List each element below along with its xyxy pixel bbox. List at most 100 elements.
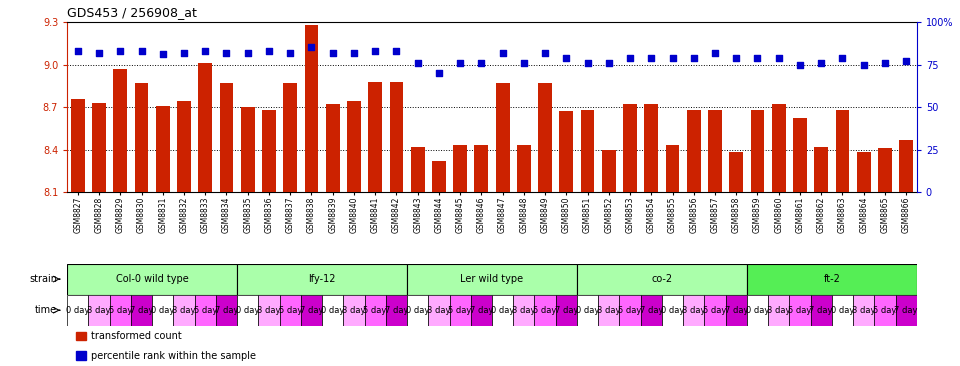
Bar [390,82,403,192]
Bar [495,83,510,192]
Text: 5 day: 5 day [704,306,727,315]
Point [665,55,681,61]
Bar [726,295,747,326]
Bar [92,103,106,192]
Point [559,55,574,61]
Bar [598,295,619,326]
Text: 5 day: 5 day [364,306,387,315]
Text: 5 day: 5 day [108,306,132,315]
Text: 7 day: 7 day [895,306,918,315]
Bar [686,110,701,192]
Point [856,61,872,67]
Point [622,55,637,61]
Bar [76,332,85,340]
Bar [432,161,445,192]
Text: 3 day: 3 day [342,306,366,315]
Text: transformed count: transformed count [91,331,181,341]
Text: 3 day: 3 day [682,306,706,315]
Text: 0 day: 0 day [576,306,599,315]
Bar [814,147,828,192]
Point [133,48,149,54]
Bar [177,101,191,192]
Bar [76,351,85,360]
Text: 0 day: 0 day [236,306,259,315]
Bar [322,295,344,326]
Point [303,45,319,51]
Text: 7 day: 7 day [130,306,154,315]
Text: 3 day: 3 day [597,306,620,315]
Bar [772,104,785,192]
Point [177,50,192,56]
Bar [896,295,917,326]
Point [198,48,213,54]
Bar [661,295,684,326]
Point [643,55,659,61]
Bar [577,295,598,326]
Bar [220,83,233,192]
Text: 3 day: 3 day [257,306,280,315]
Text: 3 day: 3 day [87,306,110,315]
Text: 5 day: 5 day [448,306,471,315]
Bar [793,119,807,192]
Bar [644,104,659,192]
Point [750,55,765,61]
Bar [705,295,726,326]
Text: 0 day: 0 day [746,306,769,315]
Bar [516,145,531,192]
Point [70,48,85,54]
Bar [67,295,88,326]
Point [729,55,744,61]
Text: 7 day: 7 day [725,306,748,315]
Bar [113,69,128,192]
Text: time: time [35,305,57,315]
Point [771,55,786,61]
Text: 5 day: 5 day [534,306,557,315]
Text: 3 day: 3 day [767,306,790,315]
Bar [449,295,470,326]
Bar [747,295,768,326]
Point [219,50,234,56]
Bar [67,264,237,295]
Bar [428,295,449,326]
Bar [386,295,407,326]
Bar [535,295,556,326]
Text: GDS453 / 256908_at: GDS453 / 256908_at [67,6,197,19]
Text: 7 day: 7 day [639,306,663,315]
Text: ft-2: ft-2 [824,274,840,284]
Point [261,48,276,54]
Bar [407,295,428,326]
Text: 7 day: 7 day [809,306,833,315]
Bar [411,147,424,192]
Bar [856,152,871,192]
Bar [623,104,637,192]
Bar [199,63,212,192]
Point [282,50,298,56]
Bar [344,295,365,326]
Bar [747,264,917,295]
Point [452,60,468,66]
Bar [751,110,764,192]
Bar [283,83,298,192]
Bar [789,295,810,326]
Bar [109,295,131,326]
Point [580,60,595,66]
Text: 5 day: 5 day [194,306,217,315]
Point [792,61,807,67]
Text: co-2: co-2 [651,274,673,284]
Text: 5 day: 5 day [278,306,301,315]
Point [495,50,511,56]
Bar [539,83,552,192]
Text: 7 day: 7 day [555,306,578,315]
Point [240,50,255,56]
Text: 5 day: 5 day [788,306,811,315]
Text: 0 day: 0 day [491,306,515,315]
Text: 7 day: 7 day [215,306,238,315]
Point [877,60,893,66]
Bar [216,295,237,326]
Point [899,58,914,64]
Bar [474,145,489,192]
Bar [835,110,850,192]
Bar [262,110,276,192]
Bar [878,148,892,192]
Bar [853,295,875,326]
